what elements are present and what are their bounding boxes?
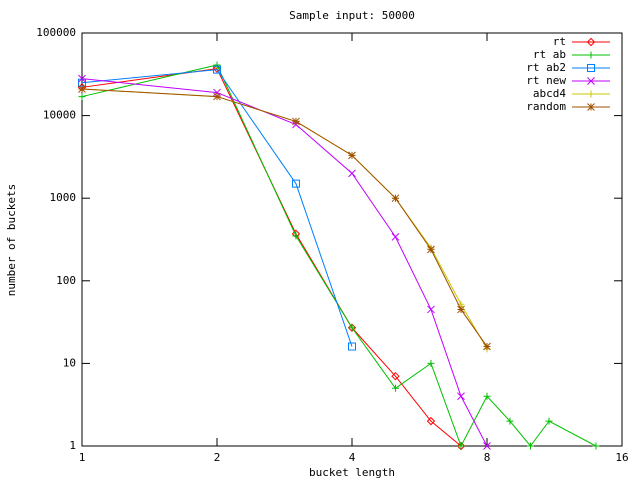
point [457,305,465,314]
x-tick-label: 4 [349,451,356,464]
x-tick-label: 2 [214,451,221,464]
point [587,51,595,59]
y-tick-label: 1000 [50,191,77,204]
point [348,324,356,332]
point [483,392,491,400]
point [213,92,221,101]
y-tick-label: 10 [63,356,76,369]
x-tick-label: 16 [615,451,628,464]
point [426,416,436,426]
series-line [81,88,488,347]
point [457,392,465,401]
legend-label: rt new [526,74,566,87]
point [213,61,221,69]
point [78,93,86,101]
point [587,64,595,72]
point [292,232,300,240]
point [545,417,553,425]
point [586,37,596,47]
point [506,417,514,425]
point [78,74,86,83]
series-line [81,69,353,347]
point [348,169,356,178]
legend-label: rt [553,35,566,48]
point [427,305,435,314]
x-tick-label: 8 [484,451,491,464]
legend-label: rt ab [533,48,566,61]
point [391,233,400,241]
y-tick-label: 10000 [43,109,76,122]
point [391,371,400,381]
series-line [81,64,597,448]
y-tick-label: 100000 [36,26,76,39]
point [78,85,86,93]
point [526,442,534,450]
point [348,151,356,160]
legend-label: rt ab2 [526,61,566,74]
legend-label: abcd4 [533,87,566,100]
point [483,442,491,450]
series-line [81,78,488,447]
point [587,103,595,111]
point [213,65,221,74]
series-line [81,88,488,350]
x-axis-label: bucket length [309,466,395,479]
point [427,245,435,254]
x-tick-label: 1 [79,451,86,464]
point [391,194,400,203]
point [291,179,300,188]
series-line [81,68,462,447]
y-tick-label: 100 [56,274,76,287]
point [212,64,222,73]
point [587,90,595,98]
point [483,342,491,351]
point [348,342,356,351]
point [587,77,595,85]
point [391,384,399,392]
point [457,442,465,450]
chart-title: Sample input: 50000 [289,9,415,22]
y-tick-label: 1 [69,439,76,452]
point [427,359,435,367]
point [592,442,600,450]
legend-label: random [526,100,566,113]
point [292,117,300,126]
y-axis-label: number of buckets [5,184,18,297]
